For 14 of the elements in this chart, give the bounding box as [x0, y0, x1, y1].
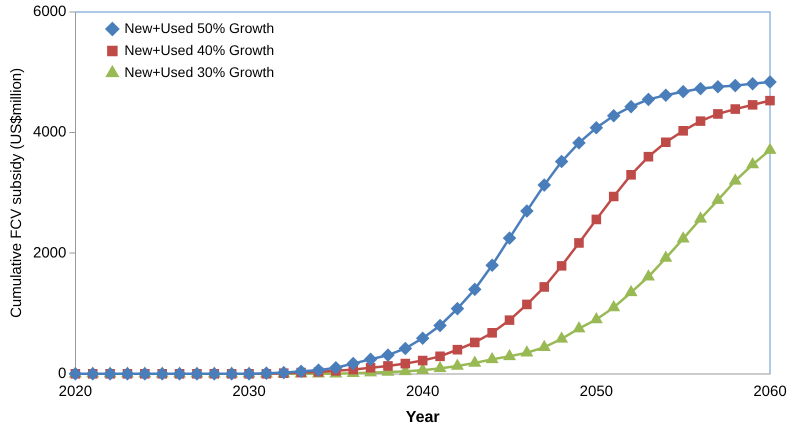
y-axis-title: Cumulative FCV subsidy (US$million)	[8, 68, 26, 318]
legend-label: New+Used 40% Growth	[124, 42, 274, 58]
y-tick-label: 4000	[32, 124, 66, 141]
y-tick-label: 0	[58, 364, 66, 382]
x-tick-label: 2040	[406, 382, 440, 400]
x-tick-label: 2020	[58, 382, 92, 400]
x-tick-label: 2030	[232, 382, 266, 400]
y-tick-label: 6000	[32, 3, 66, 20]
x-axis-title: Year	[406, 408, 440, 426]
x-tick-label: 2050	[580, 382, 614, 400]
legend-label: New+Used 50% Growth	[124, 20, 274, 36]
x-tick-label: 2060	[753, 382, 787, 400]
legend-label: New+Used 30% Growth	[124, 64, 274, 80]
y-tick-label: 2000	[32, 244, 66, 262]
